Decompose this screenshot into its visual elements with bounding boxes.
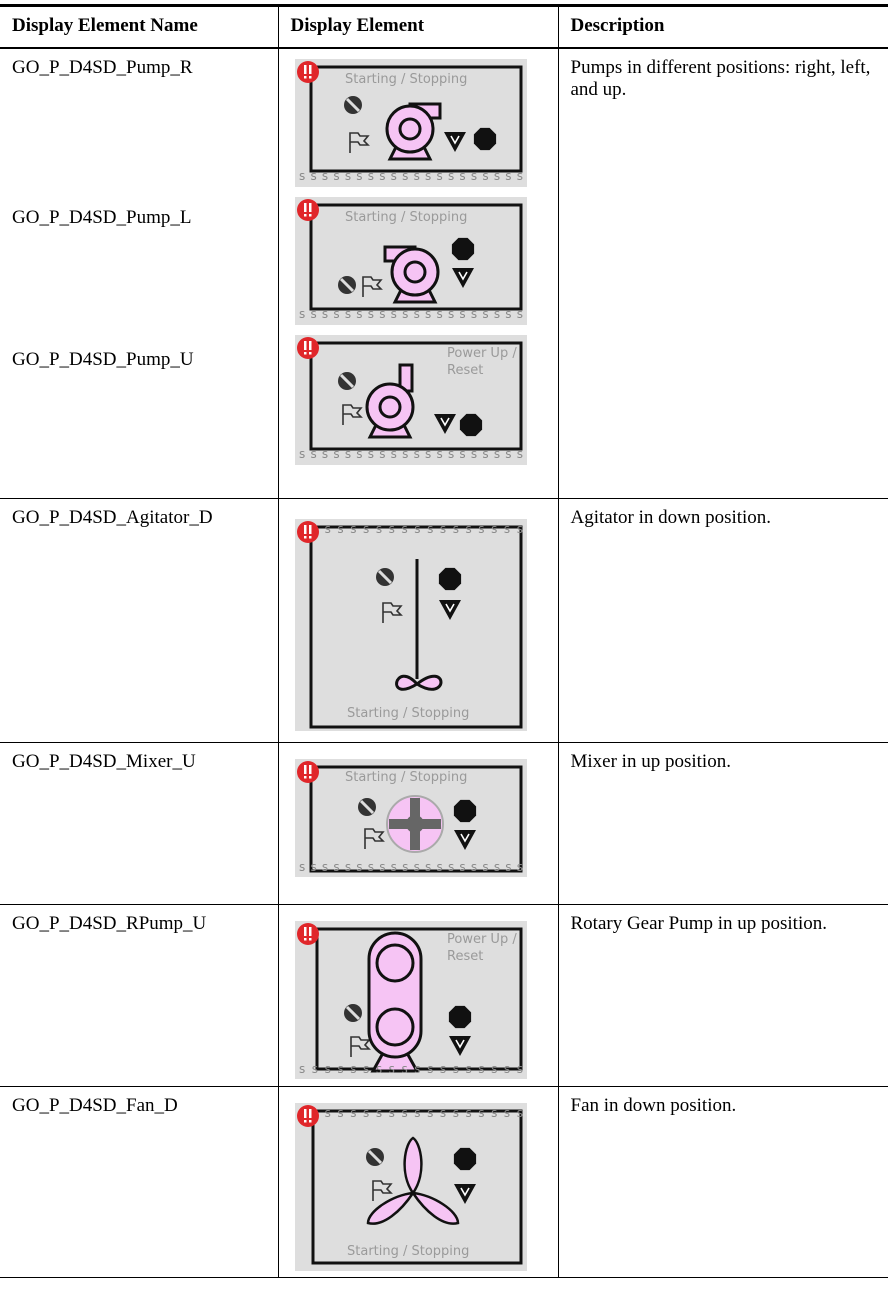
- element-frame: [309, 525, 522, 728]
- element-name: GO_P_D4SD_Pump_R: [12, 57, 193, 78]
- pump-eye: [398, 117, 421, 141]
- fan-blade: [402, 1136, 423, 1195]
- flag-icon: [371, 1179, 393, 1201]
- table-row: GO_P_D4SD_Pump_R GO_P_D4SD_Pump_L GO_P_D4S…: [0, 48, 888, 499]
- table-row: GO_P_D4SD_RPump_U Power Up / Reset sssssss…: [0, 904, 888, 1087]
- agitator-blade: [394, 674, 442, 691]
- element-name: GO_P_D4SD_RPump_U: [12, 912, 207, 934]
- element-name: GO_P_D4SD_Pump_L: [12, 207, 192, 228]
- element-cell: Starting / Stopping ssssssssssssssssssss S…: [277, 48, 558, 499]
- rpump-gear: [375, 1007, 414, 1046]
- status-text: Starting / Stopping: [346, 705, 469, 721]
- flag-icon: [348, 132, 370, 153]
- element-table: Display Element Name Display Element Des…: [0, 4, 888, 1278]
- alarm-icon: [296, 760, 319, 783]
- table-row: GO_P_D4SD_Mixer_U Starting / Stopping ssss…: [0, 742, 888, 905]
- alarm-icon: [296, 61, 319, 83]
- flag-icon: [361, 276, 383, 297]
- status-text: Starting / Stopping: [344, 769, 467, 785]
- element-frame: [311, 1109, 522, 1264]
- stop-icon: [473, 127, 496, 151]
- description-cell: Agitator in down position.: [557, 498, 888, 743]
- description-cell: Mixer in up position.: [557, 742, 888, 905]
- alarm-icon: [296, 199, 319, 221]
- alarm-icon: [296, 520, 319, 543]
- fan-blade: [366, 1190, 416, 1225]
- name-cell: GO_P_D4SD_RPump_U: [0, 904, 278, 1087]
- status-text: Power Up / Reset: [446, 931, 517, 964]
- table-body: GO_P_D4SD_Pump_R GO_P_D4SD_Pump_L GO_P_D4S…: [0, 48, 888, 1278]
- status-text: Starting / Stopping: [344, 72, 467, 87]
- element-frame: [309, 341, 522, 451]
- alarm-icon: [296, 337, 319, 359]
- element-background: [294, 518, 527, 731]
- alarm-icon: [296, 922, 319, 945]
- status-text: Starting / Stopping: [344, 210, 467, 225]
- column-header: Description: [557, 4, 888, 49]
- flag-icon: [349, 1035, 371, 1057]
- description-cell: Fan in down position.: [557, 1086, 888, 1278]
- element-cell: Starting / Stopping ssssssssssssssssssss: [277, 742, 558, 905]
- stop-icon: [453, 1147, 476, 1170]
- table-row: GO_P_D4SD_Agitator_D ssssssssssssssssssSt…: [0, 498, 888, 743]
- element-frame: [309, 765, 522, 872]
- stop-icon: [459, 413, 482, 437]
- stop-icon: [453, 799, 476, 822]
- description-cell: Rotary Gear Pump in up position.: [557, 904, 888, 1087]
- flag-icon: [381, 601, 403, 623]
- name-cell: GO_P_D4SD_Pump_R GO_P_D4SD_Pump_L GO_P_D4S…: [0, 48, 278, 499]
- table-row: GO_P_D4SD_Fan_D ssssssssssssssssssStartin…: [0, 1086, 888, 1278]
- status-text: Starting / Stopping: [346, 1243, 469, 1259]
- flag-icon: [341, 404, 363, 425]
- element-frame: [309, 65, 522, 173]
- element-cell: Power Up / Reset ssssssssssssssssss: [277, 904, 558, 1087]
- rpump-gear: [375, 943, 414, 982]
- element-frame: [309, 203, 522, 311]
- element-name: GO_P_D4SD_Agitator_D: [12, 506, 213, 528]
- pump-eye: [403, 260, 426, 284]
- mixer-hub: [405, 814, 424, 833]
- element-name: GO_P_D4SD_Mixer_U: [12, 750, 196, 772]
- element-name: GO_P_D4SD_Pump_U: [12, 349, 194, 370]
- status-text: Power Up / Reset: [446, 346, 517, 378]
- name-cell: GO_P_D4SD_Mixer_U: [0, 742, 278, 905]
- column-header: Display Element: [277, 4, 558, 49]
- flag-icon: [363, 827, 385, 849]
- description-cell: Pumps in different positions: right, lef…: [557, 48, 888, 499]
- stop-icon: [448, 1005, 471, 1028]
- name-cell: GO_P_D4SD_Agitator_D: [0, 498, 278, 743]
- pump-eye: [378, 395, 401, 419]
- stop-icon: [438, 567, 461, 590]
- element-frame: [315, 927, 522, 1070]
- stop-icon: [451, 237, 474, 261]
- column-header: Display Element Name: [0, 4, 278, 49]
- name-cell: GO_P_D4SD_Fan_D: [0, 1086, 278, 1278]
- element-name: GO_P_D4SD_Fan_D: [12, 1094, 178, 1116]
- alarm-icon: [296, 1104, 319, 1127]
- header-row: Display Element Name Display Element Des…: [0, 4, 888, 49]
- fan-blade: [409, 1190, 459, 1225]
